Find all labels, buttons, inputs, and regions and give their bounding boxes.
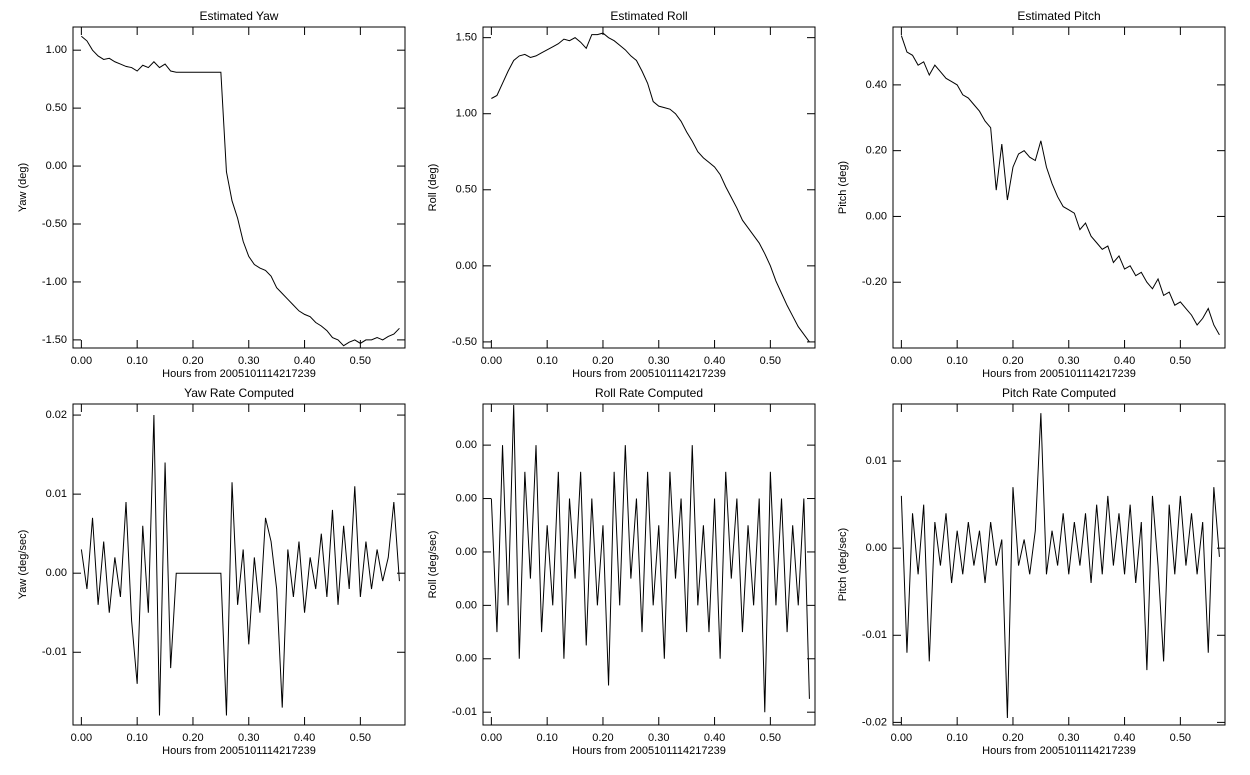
y-tick-label: 1.00 (46, 44, 67, 56)
x-tick-label: 0.40 (704, 732, 725, 744)
x-axis-label: Hours from 2005101114217239 (162, 368, 316, 380)
y-tick-label: 0.02 (46, 409, 67, 421)
y-axis-label: Pitch (deg/sec) (837, 528, 849, 601)
y-tick-label: -0.01 (452, 706, 477, 718)
y-tick-label: -0.01 (862, 629, 887, 641)
x-tick-label: 0.50 (760, 732, 781, 744)
x-tick-label: 0.50 (350, 355, 371, 367)
y-axis-label: Yaw (deg) (17, 163, 29, 212)
x-tick-label: 0.10 (946, 355, 967, 367)
data-line (491, 32, 810, 343)
x-tick-label: 0.50 (1170, 355, 1191, 367)
x-tick-label: 0.40 (294, 355, 315, 367)
data-line (900, 413, 1220, 719)
y-tick-label: -0.20 (862, 276, 887, 288)
x-tick-label: 0.50 (760, 355, 781, 367)
x-tick-label: 0.50 (350, 732, 371, 744)
x-tick-label: 0.40 (294, 732, 315, 744)
data-line (80, 415, 400, 716)
x-tick-label: 0.10 (536, 732, 557, 744)
x-tick-label: 0.10 (126, 355, 147, 367)
x-tick-label: 0.00 (481, 355, 502, 367)
y-tick-label: 1.50 (456, 32, 477, 44)
x-tick-label: 0.30 (1058, 355, 1079, 367)
x-tick-label: 0.00 (891, 732, 912, 744)
chart-title: Yaw Rate Computed (184, 386, 294, 400)
plot-frame (892, 26, 1226, 349)
y-axis-label: Pitch (deg) (837, 161, 849, 214)
x-tick-label: 0.30 (238, 355, 259, 367)
y-tick-label: -1.50 (42, 334, 67, 346)
y-tick-label: 0.01 (46, 488, 67, 500)
y-tick-label: 0.00 (456, 439, 477, 451)
y-tick-label: -0.50 (452, 336, 477, 348)
x-tick-label: 0.10 (126, 732, 147, 744)
y-tick-label: 1.00 (456, 108, 477, 120)
y-tick-label: 0.00 (456, 546, 477, 558)
y-axis-label: Roll (deg/sec) (427, 531, 439, 599)
x-tick-label: 0.30 (648, 355, 669, 367)
x-axis-label: Hours from 2005101114217239 (982, 368, 1136, 380)
x-axis-label: Hours from 2005101114217239 (982, 745, 1136, 757)
y-tick-label: -0.01 (42, 646, 67, 658)
y-tick-label: -0.50 (42, 218, 67, 230)
y-tick-label: 0.01 (866, 455, 887, 467)
x-tick-label: 0.30 (648, 732, 669, 744)
y-tick-label: 0.00 (456, 260, 477, 272)
y-tick-label: 0.00 (46, 160, 67, 172)
x-axis-label: Hours from 2005101114217239 (162, 745, 316, 757)
chart-title: Estimated Yaw (200, 9, 279, 23)
chart-title: Estimated Roll (610, 9, 687, 23)
plot-frame (482, 403, 816, 726)
x-tick-label: 0.10 (946, 732, 967, 744)
x-tick-label: 0.00 (71, 732, 92, 744)
y-tick-label: 0.00 (456, 653, 477, 665)
y-tick-label: 0.50 (46, 102, 67, 114)
y-tick-label: -1.00 (42, 276, 67, 288)
x-tick-label: 0.30 (238, 732, 259, 744)
data-line (490, 405, 810, 713)
plot-frame (482, 26, 816, 349)
y-tick-label: 0.20 (866, 145, 887, 157)
x-tick-label: 0.00 (481, 732, 502, 744)
x-tick-label: 0.40 (1114, 355, 1135, 367)
x-tick-label: 0.20 (592, 732, 613, 744)
x-tick-label: 0.20 (1002, 355, 1023, 367)
x-tick-label: 0.20 (182, 732, 203, 744)
data-line (900, 35, 1220, 336)
x-tick-label: 0.20 (1002, 732, 1023, 744)
x-tick-label: 0.20 (182, 355, 203, 367)
x-tick-label: 0.30 (1058, 732, 1079, 744)
plot-frame (72, 403, 406, 726)
x-tick-label: 0.40 (1114, 732, 1135, 744)
x-tick-label: 0.40 (704, 355, 725, 367)
x-axis-label: Hours from 2005101114217239 (572, 368, 726, 380)
x-tick-label: 0.10 (536, 355, 557, 367)
plot-frame (892, 403, 1226, 726)
y-tick-label: 0.50 (456, 184, 477, 196)
chart-title: Pitch Rate Computed (1002, 386, 1116, 400)
y-tick-label: 0.00 (46, 567, 67, 579)
x-tick-label: 0.50 (1170, 732, 1191, 744)
y-tick-label: 0.00 (456, 599, 477, 611)
chart-title: Roll Rate Computed (595, 386, 703, 400)
x-tick-label: 0.20 (592, 355, 613, 367)
data-line (81, 35, 400, 347)
x-axis-label: Hours from 2005101114217239 (572, 745, 726, 757)
y-tick-label: 0.00 (456, 492, 477, 504)
y-tick-label: 0.00 (866, 210, 887, 222)
x-tick-label: 0.00 (71, 355, 92, 367)
plot-frame (72, 26, 406, 349)
y-axis-label: Yaw (deg/sec) (17, 530, 29, 600)
x-tick-label: 0.00 (891, 355, 912, 367)
y-tick-label: 0.40 (866, 79, 887, 91)
chart-title: Estimated Pitch (1017, 9, 1100, 23)
y-tick-label: -0.02 (862, 716, 887, 728)
y-axis-label: Roll (deg) (427, 164, 439, 212)
y-tick-label: 0.00 (866, 542, 887, 554)
